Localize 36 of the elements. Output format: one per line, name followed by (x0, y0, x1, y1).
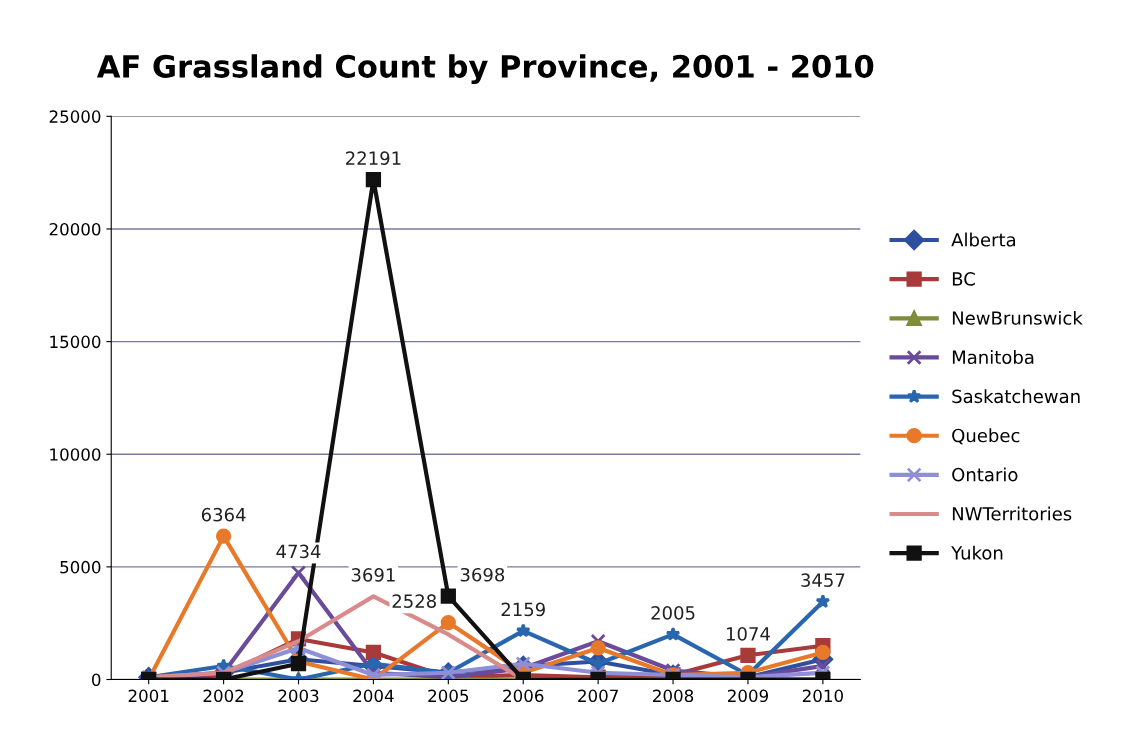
y-tick-label: 0 (92, 673, 101, 687)
legend-label: Manitoba (952, 350, 1034, 365)
x-tick-label: 2010 (802, 689, 843, 703)
data-label: 2159 (501, 602, 545, 617)
x-tick-label: 2004 (353, 689, 394, 703)
data-label: 3691 (351, 568, 395, 582)
data-label: 6364 (201, 507, 246, 522)
legend-label: NWTerritories (952, 506, 1072, 521)
x-tick-label: 2007 (578, 689, 618, 703)
y-tick-label: 5000 (60, 560, 101, 574)
data-label: 1074 (726, 627, 770, 641)
legend-label: Ontario (952, 467, 1018, 482)
x-tick-label: 2006 (503, 689, 544, 703)
y-tick-label: 10000 (50, 448, 101, 461)
data-label: 3457 (801, 573, 845, 588)
legend-label: Yukon (951, 545, 1003, 560)
data-label: 3698 (460, 567, 505, 582)
y-tick-label: 15000 (50, 335, 101, 349)
legend-label: Alberta (951, 232, 1016, 247)
y-tick-label: 20000 (49, 222, 101, 236)
x-tick-label: 2003 (278, 689, 319, 703)
legend-label: NewBrunswick (952, 310, 1083, 325)
legend-label: BC (952, 272, 975, 286)
x-tick-label: 2005 (428, 689, 469, 703)
data-label: 22191 (346, 151, 401, 165)
x-tick-label: 2008 (653, 689, 694, 703)
legend-label: Saskatchewan (952, 389, 1080, 404)
data-label: 2005 (651, 606, 695, 620)
x-tick-label: 2001 (128, 689, 169, 703)
legend-label: Quebec (952, 428, 1020, 445)
y-tick-label: 25000 (49, 110, 101, 123)
x-tick-label: 2002 (203, 689, 244, 703)
data-label: 2528 (392, 594, 436, 608)
data-label: 4734 (276, 544, 321, 559)
chart-title: AF Grassland Count by Province, 2001 - 2010 (96, 54, 874, 85)
x-tick-label: 2009 (727, 689, 768, 703)
